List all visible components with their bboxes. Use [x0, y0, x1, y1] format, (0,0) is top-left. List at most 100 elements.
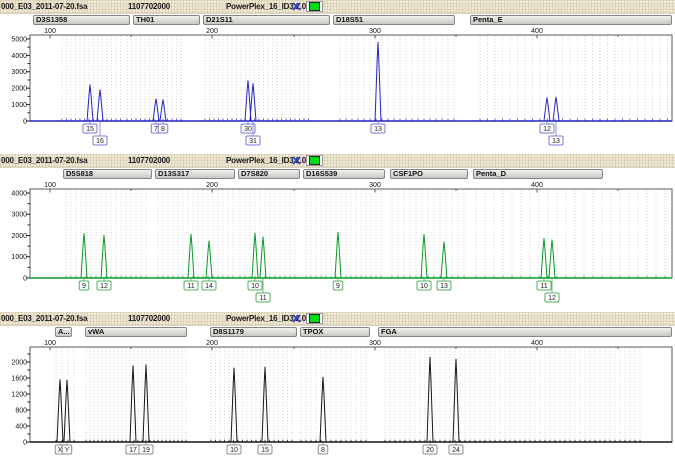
locus-bin-th01[interactable]: TH01: [133, 15, 200, 25]
allele-label-tpox-8[interactable]: 8: [317, 444, 329, 455]
close-icon[interactable]: [292, 314, 301, 323]
allele-label-text: 10: [420, 283, 428, 290]
allele-label-box: [183, 280, 199, 291]
locus-bin-pentae[interactable]: Penta_E: [470, 15, 672, 25]
axis-tick-label: 1000: [11, 102, 27, 109]
allele-label-csf1po-13[interactable]: 13: [436, 280, 452, 291]
locus-bin-d16s539[interactable]: D16S539: [303, 169, 385, 179]
allele-label-pentad-12[interactable]: 12: [544, 292, 560, 303]
allele-label-d3s1358-15[interactable]: 15: [82, 123, 98, 134]
allele-label-d13s317-11[interactable]: 11: [183, 280, 199, 291]
axis-tick-label: 200: [206, 28, 218, 35]
axis-tick-label: 2000: [11, 86, 27, 93]
allele-label-d3s1358-16[interactable]: 16: [92, 135, 108, 146]
peak-fga-20: [426, 356, 434, 443]
panel-header: 000_E03_2011-07-20.fsa 1107702000 PowerPle…: [0, 154, 675, 168]
peak-d16s539-9: [334, 231, 342, 279]
peak-a-X: [56, 379, 64, 443]
panel-header: 000_E03_2011-07-20.fsa 1107702000 PowerPle…: [0, 0, 675, 14]
locus-bin-d5s818[interactable]: D5S818: [63, 169, 152, 179]
allele-label-text: 10: [230, 447, 238, 454]
allele-label-box: [61, 444, 73, 455]
locus-bin-d3s1358[interactable]: D3S1358: [33, 15, 130, 25]
allele-label-d21s11-30[interactable]: 30: [240, 123, 256, 134]
allele-label-d16s539-9[interactable]: 9: [332, 280, 344, 291]
allele-label-text: 12: [543, 126, 551, 133]
peak-csf1po-13: [440, 241, 448, 279]
dye-status-button[interactable]: [306, 313, 323, 324]
dye-status-button[interactable]: [306, 1, 323, 12]
locus-bin-a[interactable]: A...: [55, 327, 72, 337]
allele-label-vwa-19[interactable]: 19: [138, 444, 154, 455]
allele-label-d8s1179-15[interactable]: 15: [257, 444, 273, 455]
allele-label-box: [422, 444, 438, 455]
allele-label-d7s820-10[interactable]: 10: [247, 280, 263, 291]
allele-label-box: [92, 135, 108, 146]
allele-label-text: 16: [96, 138, 104, 145]
close-icon[interactable]: [292, 2, 301, 11]
dye-status-button[interactable]: [306, 155, 323, 166]
locus-bin-d8s1179[interactable]: D8S1179: [210, 327, 297, 337]
peak-pentae-13: [552, 96, 560, 122]
allele-label-d8s1179-10[interactable]: 10: [226, 444, 242, 455]
axis-tick-label: 100: [44, 340, 56, 347]
locus-bin-csf1po[interactable]: CSF1PO: [390, 169, 468, 179]
allele-label-text: 31: [249, 138, 257, 145]
allele-label-fga-24[interactable]: 24: [448, 444, 464, 455]
axis-tick-label: 5000: [11, 36, 27, 43]
axis-tick-label: 3000: [11, 212, 27, 219]
allele-label-box: [201, 280, 217, 291]
locus-bin-vwa[interactable]: vWA: [85, 327, 187, 337]
peak-vwa-17: [129, 365, 137, 443]
allele-label-d5s818-9[interactable]: 9: [78, 280, 90, 291]
allele-label-pentae-13[interactable]: 13: [548, 135, 564, 146]
allele-label-box: [226, 444, 242, 455]
run-id: 1107702000: [128, 2, 171, 11]
allele-label-box: [536, 280, 552, 291]
locus-marker-row: D3S1358 TH01 D21S11 D18S51 Penta_E: [0, 14, 675, 26]
close-icon[interactable]: [292, 156, 301, 165]
axis-tick-label: 300: [369, 340, 381, 347]
close-icon-glyph: [292, 2, 301, 11]
allele-label-d21s11-31[interactable]: 31: [245, 135, 261, 146]
allele-label-box: [240, 123, 256, 134]
locus-bin-d13s317[interactable]: D13S317: [155, 169, 235, 179]
locus-bin-fga[interactable]: FGA: [378, 327, 672, 337]
plot-area[interactable]: 100 200 300 400 400 800 1200 1600 2000 0 X Y 17 19 10 1…: [0, 338, 675, 472]
allele-label-pentad-11[interactable]: 11: [536, 280, 552, 291]
allele-label-vwa-17[interactable]: 17: [125, 444, 141, 455]
allele-label-text: 12: [100, 283, 108, 290]
allele-label-text: 9: [82, 283, 86, 290]
locus-bin-pentad[interactable]: Penta_D: [473, 169, 603, 179]
allele-label-pentae-12[interactable]: 12: [539, 123, 555, 134]
allele-label-d7s820-11[interactable]: 11: [255, 292, 271, 303]
allele-label-d18s51-13[interactable]: 13: [370, 123, 386, 134]
allele-label-fga-20[interactable]: 20: [422, 444, 438, 455]
close-icon-glyph: [292, 314, 301, 323]
allele-label-csf1po-10[interactable]: 10: [416, 280, 432, 291]
axis-tick-label: 0: [23, 275, 27, 282]
axis-tick-label: 800: [15, 407, 27, 414]
locus-marker-row: D5S818 D13S317 D7S820 D16S539 CSF1PO Penta_D: [0, 168, 675, 180]
dye-status-swatch-icon: [309, 2, 320, 11]
allele-label-text: X: [58, 447, 63, 454]
allele-label-d13s317-14[interactable]: 14: [201, 280, 217, 291]
allele-label-box: [255, 292, 271, 303]
electropherogram-panel-blue: 000_E03_2011-07-20.fsa 1107702000 PowerPle…: [0, 0, 675, 151]
locus-bin-tpox[interactable]: TPOX: [300, 327, 370, 337]
allele-label-box: [138, 444, 154, 455]
file-name: 000_E03_2011-07-20.fsa: [1, 156, 88, 165]
axis-tick-label: 200: [206, 182, 218, 189]
allele-label-d5s818-12[interactable]: 12: [96, 280, 112, 291]
allele-label-th01-8[interactable]: 8: [157, 123, 169, 134]
allele-label-box: [544, 292, 560, 303]
locus-bin-d21s11[interactable]: D21S11: [203, 15, 330, 25]
locus-bin-d7s820[interactable]: D7S820: [238, 169, 300, 179]
allele-label-a-Y[interactable]: Y: [61, 444, 73, 455]
peak-pentae-12: [543, 97, 551, 122]
locus-bin-d18s51[interactable]: D18S51: [333, 15, 455, 25]
allele-label-box: [78, 280, 90, 291]
